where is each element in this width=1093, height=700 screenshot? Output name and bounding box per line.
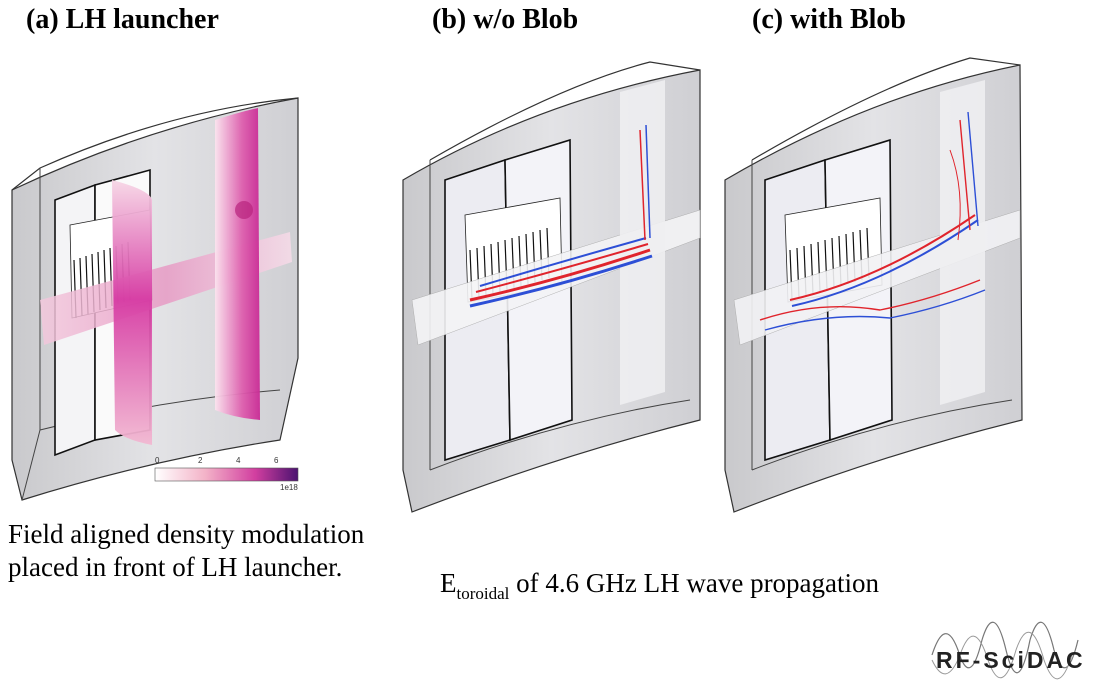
colorbar-tick-6: 6 (274, 456, 279, 465)
rf-scidac-logo: RF-SciDAC (931, 621, 1086, 680)
panel-a-diagram (11, 97, 299, 501)
colorbar-exponent: 1e18 (280, 483, 298, 492)
caption-wave-propagation: Etoroidal of 4.6 GHz LH wave propagation (440, 567, 879, 610)
panel-c-diagram (724, 57, 1023, 513)
colorbar-tick-0: 0 (155, 456, 160, 465)
colorbar-tick-2: 2 (198, 456, 203, 465)
caption-e-symbol: E (440, 568, 457, 598)
panel-b-title: (b) w/o Blob (432, 4, 579, 35)
panel-b-diagram (402, 61, 701, 513)
density-colorbar: 0 2 4 6 1e18 (154, 456, 298, 492)
panel-c-title: (c) with Blob (752, 4, 906, 35)
panel-a-title: (a) LH launcher (26, 4, 219, 35)
caption-density-modulation: Field aligned density modulation placed … (8, 519, 365, 582)
colorbar-tick-4: 4 (236, 456, 241, 465)
caption-e-subscript: toroidal (456, 584, 510, 603)
logo-text: RF-SciDAC (936, 647, 1086, 673)
caption-rest: of 4.6 GHz LH wave propagation (509, 568, 880, 598)
